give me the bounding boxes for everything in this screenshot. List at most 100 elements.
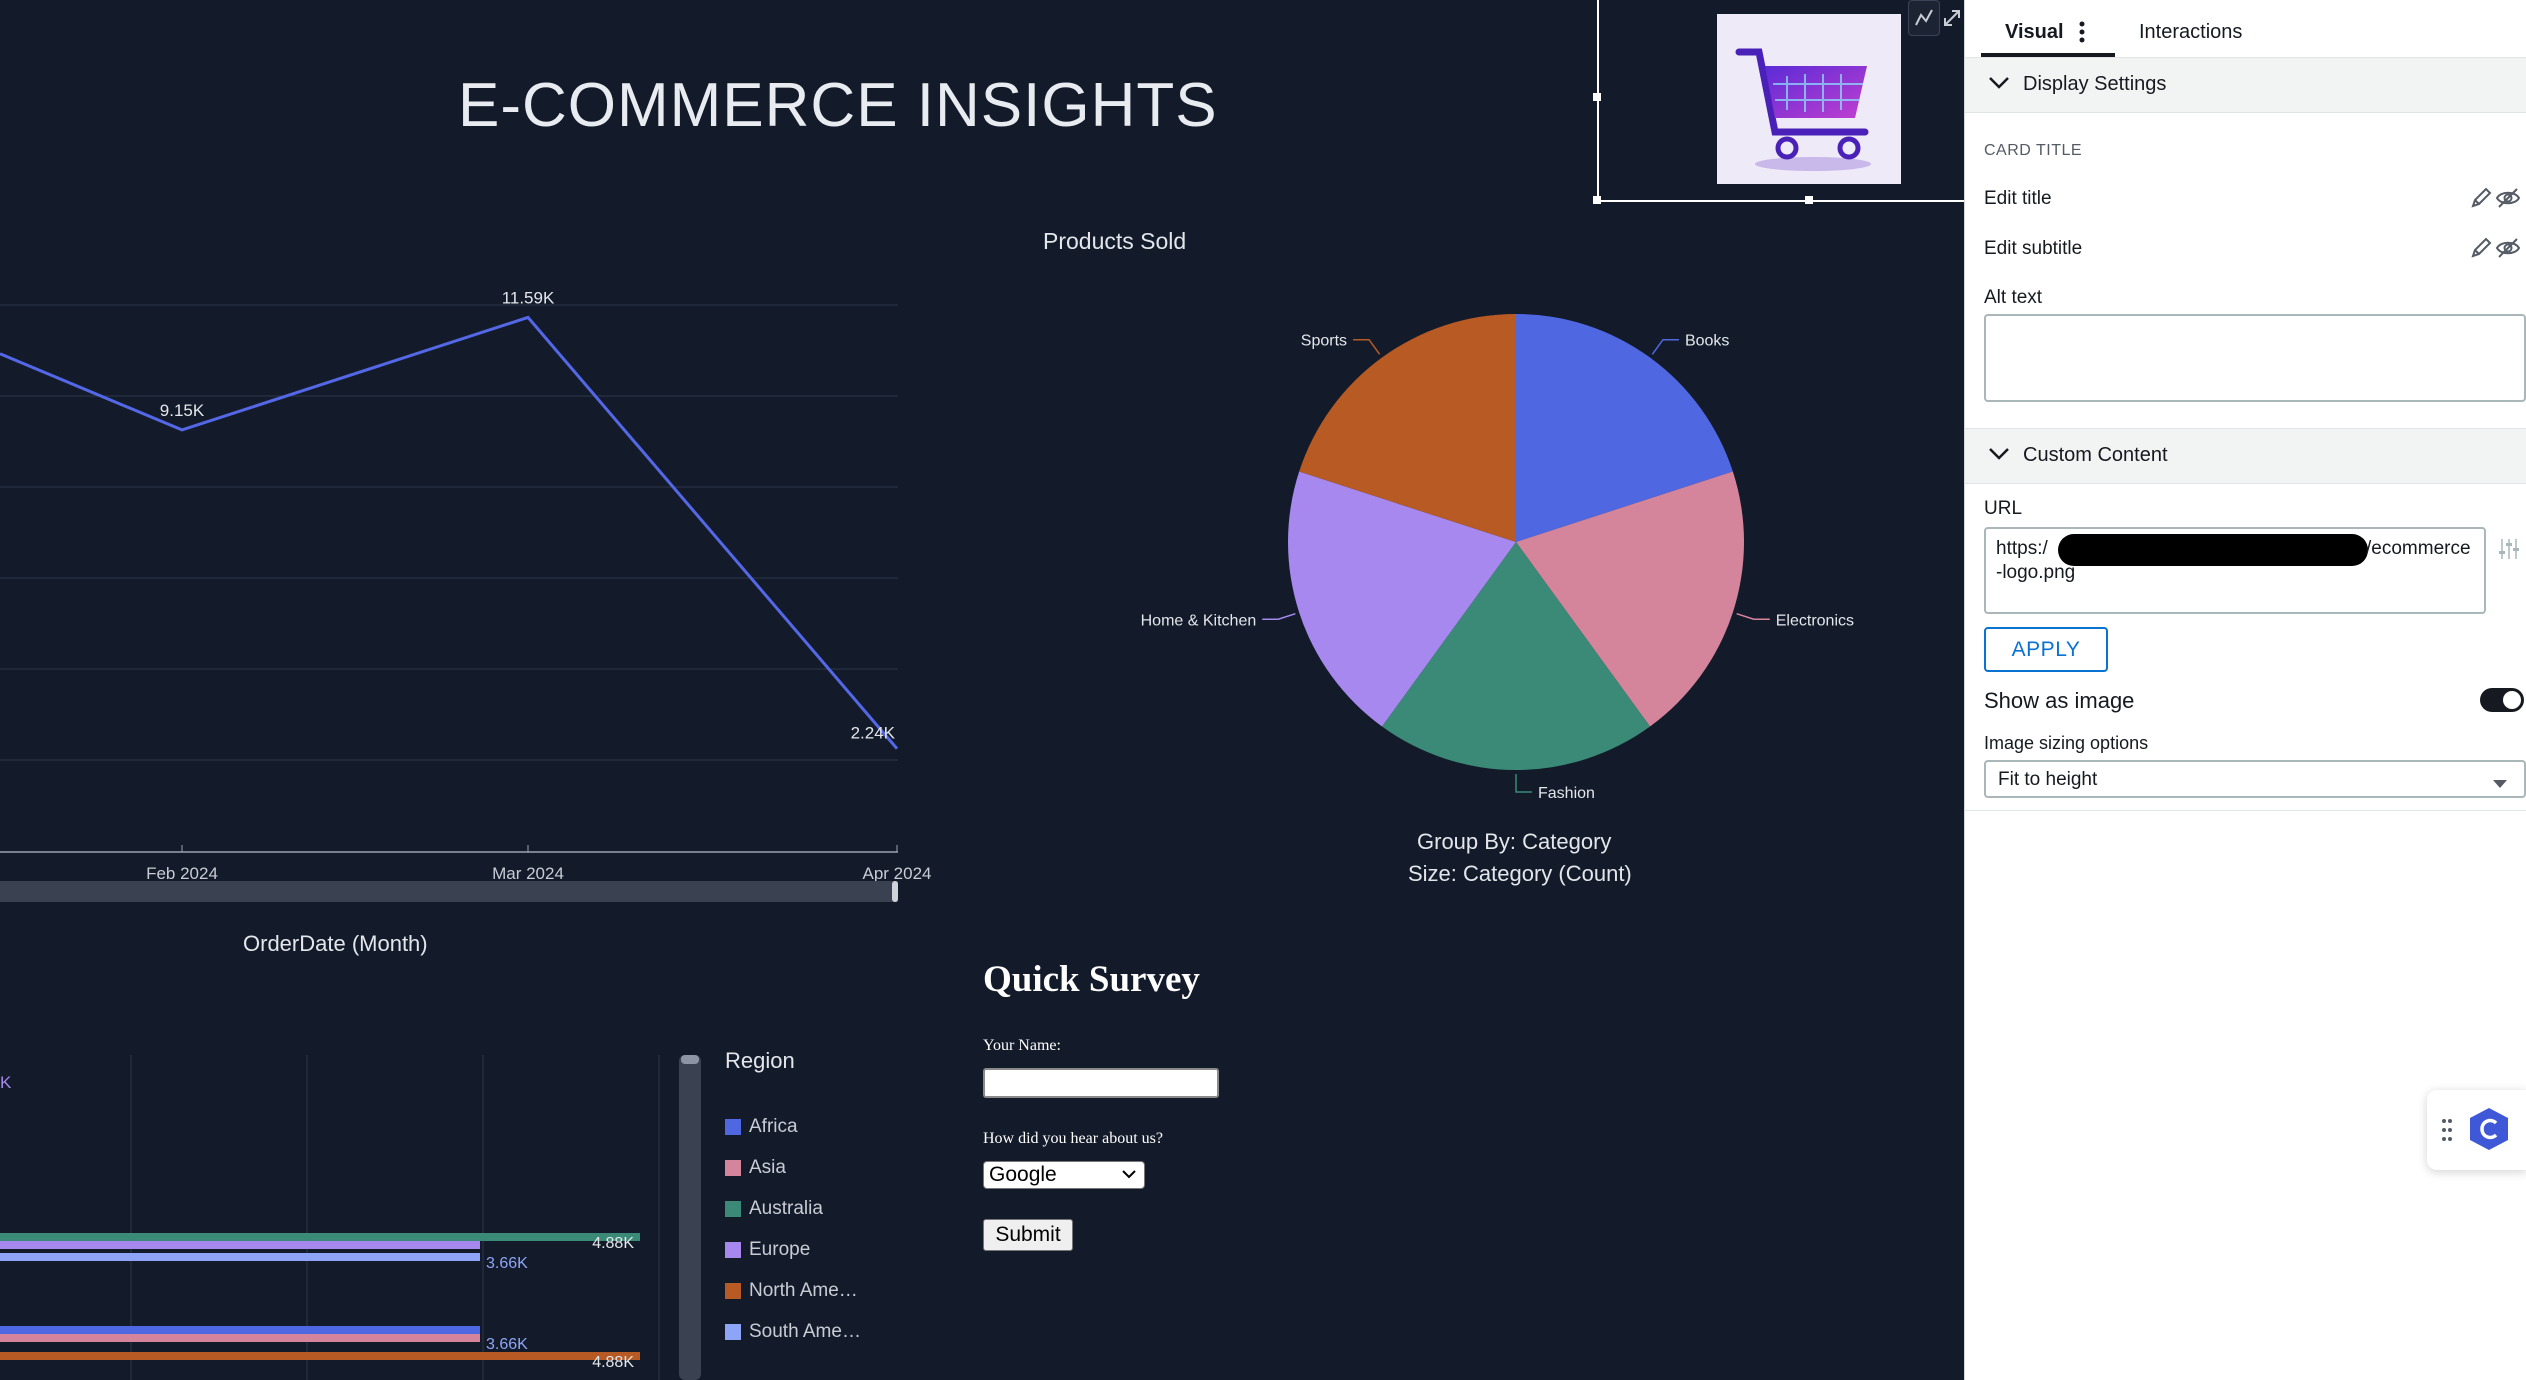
custom-content-header[interactable]: Custom Content bbox=[1965, 428, 2526, 484]
survey-title: Quick Survey bbox=[983, 959, 1200, 1000]
pie-slice[interactable] bbox=[1381, 542, 1651, 770]
legend-label: North Ame… bbox=[749, 1279, 858, 1301]
pie-chart-title: Products Sold bbox=[1043, 228, 1187, 254]
bar[interactable] bbox=[0, 1326, 480, 1334]
resize-handle[interactable] bbox=[1593, 196, 1601, 204]
legend-label: Europe bbox=[749, 1238, 811, 1260]
dashboard-title: E-COMMERCE INSIGHTS bbox=[458, 71, 1218, 140]
legend-item[interactable]: North Ame… bbox=[725, 1270, 861, 1311]
pencil-icon[interactable] bbox=[2469, 186, 2493, 215]
show-as-image-toggle[interactable] bbox=[2480, 688, 2524, 712]
legend-label: Asia bbox=[749, 1156, 786, 1178]
assistant-icon[interactable] bbox=[2467, 1106, 2511, 1157]
zoom-scrollbar[interactable] bbox=[0, 881, 898, 902]
data-label: 11.59K bbox=[502, 288, 555, 307]
slice-label: Fashion bbox=[1538, 785, 1595, 802]
url-input[interactable]: https:/ /ecommerce -logo.png bbox=[1984, 527, 2486, 614]
display-settings-header[interactable]: Display Settings bbox=[1965, 57, 2526, 113]
quick-survey: Quick Survey bbox=[983, 958, 1200, 1001]
assistant-widget[interactable] bbox=[2427, 1090, 2526, 1170]
image-sizing-value: Fit to height bbox=[1998, 769, 2098, 790]
display-settings-label: Display Settings bbox=[2023, 73, 2167, 95]
alt-text-label: Alt text bbox=[1984, 287, 2043, 308]
bar[interactable] bbox=[0, 1352, 640, 1360]
tab-visual[interactable]: Visual bbox=[2005, 21, 2064, 43]
legend-item[interactable]: Europe bbox=[725, 1229, 861, 1270]
slice-label: Home & Kitchen bbox=[1141, 612, 1257, 629]
series-line bbox=[0, 315, 899, 750]
pie-group-by: Group By: Category bbox=[1417, 829, 1612, 854]
bar-label: 3.66K bbox=[486, 1255, 528, 1272]
legend-swatch bbox=[725, 1323, 741, 1340]
panel-divider bbox=[1965, 810, 2526, 811]
source-select-value: Google bbox=[989, 1163, 1057, 1186]
legend-swatch bbox=[725, 1118, 741, 1135]
legend-item[interactable]: Africa bbox=[725, 1106, 861, 1147]
drag-handle-icon[interactable] bbox=[2441, 1118, 2453, 1147]
hear-label: How did you hear about us? bbox=[983, 1130, 1163, 1147]
tab-interactions[interactable]: Interactions bbox=[2139, 21, 2243, 43]
legend-label: Africa bbox=[749, 1115, 798, 1137]
legend-swatch bbox=[725, 1282, 741, 1299]
resize-handle[interactable] bbox=[1593, 93, 1601, 101]
url-text-start: https:/ bbox=[1996, 538, 2048, 559]
legend-item[interactable]: South Ame… bbox=[725, 1311, 861, 1352]
legend-item[interactable]: Australia bbox=[725, 1188, 861, 1229]
bar[interactable] bbox=[0, 1334, 480, 1342]
url-label: URL bbox=[1984, 498, 2023, 519]
source-select[interactable]: Google bbox=[983, 1161, 1145, 1189]
redacted-url bbox=[2058, 534, 2368, 566]
legend-swatch bbox=[725, 1241, 741, 1258]
logo-visual-selection[interactable] bbox=[1597, 0, 1964, 202]
submit-button[interactable]: Submit bbox=[983, 1219, 1073, 1251]
more-options-icon[interactable] bbox=[2078, 20, 2086, 49]
pie-slice[interactable] bbox=[1516, 314, 1733, 542]
line-chart: 9.15K 11.59K 2.24K Feb 2024 Mar 2024 Apr 2024 bbox=[0, 288, 932, 902]
eye-off-icon[interactable] bbox=[2495, 186, 2521, 215]
edit-subtitle-label: Edit subtitle bbox=[1984, 238, 2083, 259]
toggle-knob bbox=[2503, 691, 2521, 709]
bar[interactable] bbox=[0, 1253, 480, 1261]
x-tick-label: Feb 2024 bbox=[146, 864, 218, 883]
alt-text-input[interactable] bbox=[1984, 314, 2526, 402]
bar[interactable] bbox=[0, 1241, 480, 1249]
bar-label: 4.88K bbox=[592, 1354, 634, 1371]
dashboard-canvas: E-COMMERCE INSIGHTS bbox=[0, 0, 1964, 1380]
card-title-label: CARD TITLE bbox=[1984, 142, 2083, 159]
slice-label: Electronics bbox=[1776, 612, 1854, 629]
sliders-icon[interactable] bbox=[2498, 537, 2520, 566]
active-tab-indicator bbox=[1981, 53, 2115, 57]
pencil-icon[interactable] bbox=[2469, 236, 2493, 265]
data-label: 9.15K bbox=[160, 401, 205, 420]
pie-slice[interactable] bbox=[1299, 314, 1516, 542]
resize-handle[interactable] bbox=[1805, 196, 1813, 204]
expand-icon[interactable] bbox=[1940, 6, 1964, 30]
edit-title-label: Edit title bbox=[1984, 188, 2052, 209]
image-sizing-select[interactable]: Fit to height bbox=[1984, 760, 2526, 798]
visual-menu-icon[interactable] bbox=[1908, 0, 1940, 36]
apply-button[interactable]: APPLY bbox=[1984, 627, 2108, 672]
pie-size: Size: Category (Count) bbox=[1408, 861, 1632, 886]
legend-item[interactable]: Asia bbox=[725, 1147, 861, 1188]
zoom-handle[interactable] bbox=[892, 881, 898, 902]
gridlines bbox=[0, 304, 898, 761]
leader-line bbox=[1353, 338, 1381, 355]
scroll-thumb[interactable] bbox=[681, 1055, 699, 1064]
x-tick-label: Mar 2024 bbox=[492, 864, 564, 883]
legend-label: Australia bbox=[749, 1197, 823, 1219]
slice-label: Books bbox=[1685, 333, 1729, 350]
ecommerce-logo-image bbox=[1717, 14, 1901, 184]
pie-slice[interactable] bbox=[1288, 471, 1516, 727]
pie-slice[interactable] bbox=[1516, 471, 1744, 727]
eye-off-icon[interactable] bbox=[2495, 236, 2521, 265]
name-input[interactable] bbox=[983, 1068, 1219, 1098]
bar-label: 4.88K bbox=[592, 1235, 634, 1252]
bar[interactable] bbox=[0, 1233, 640, 1241]
bar-chart-scrollbar[interactable] bbox=[679, 1055, 701, 1380]
line-chart-xlabel: OrderDate (Month) bbox=[243, 931, 428, 956]
slice-label: Sports bbox=[1301, 333, 1347, 350]
legend-swatch bbox=[725, 1200, 741, 1217]
settings-panel: Visual Interactions Display Settings CAR… bbox=[1964, 0, 2526, 1380]
bar-label: 3.66K bbox=[486, 1336, 528, 1353]
legend: Africa Asia Australia Europe North Ame… South… bbox=[725, 1106, 861, 1352]
